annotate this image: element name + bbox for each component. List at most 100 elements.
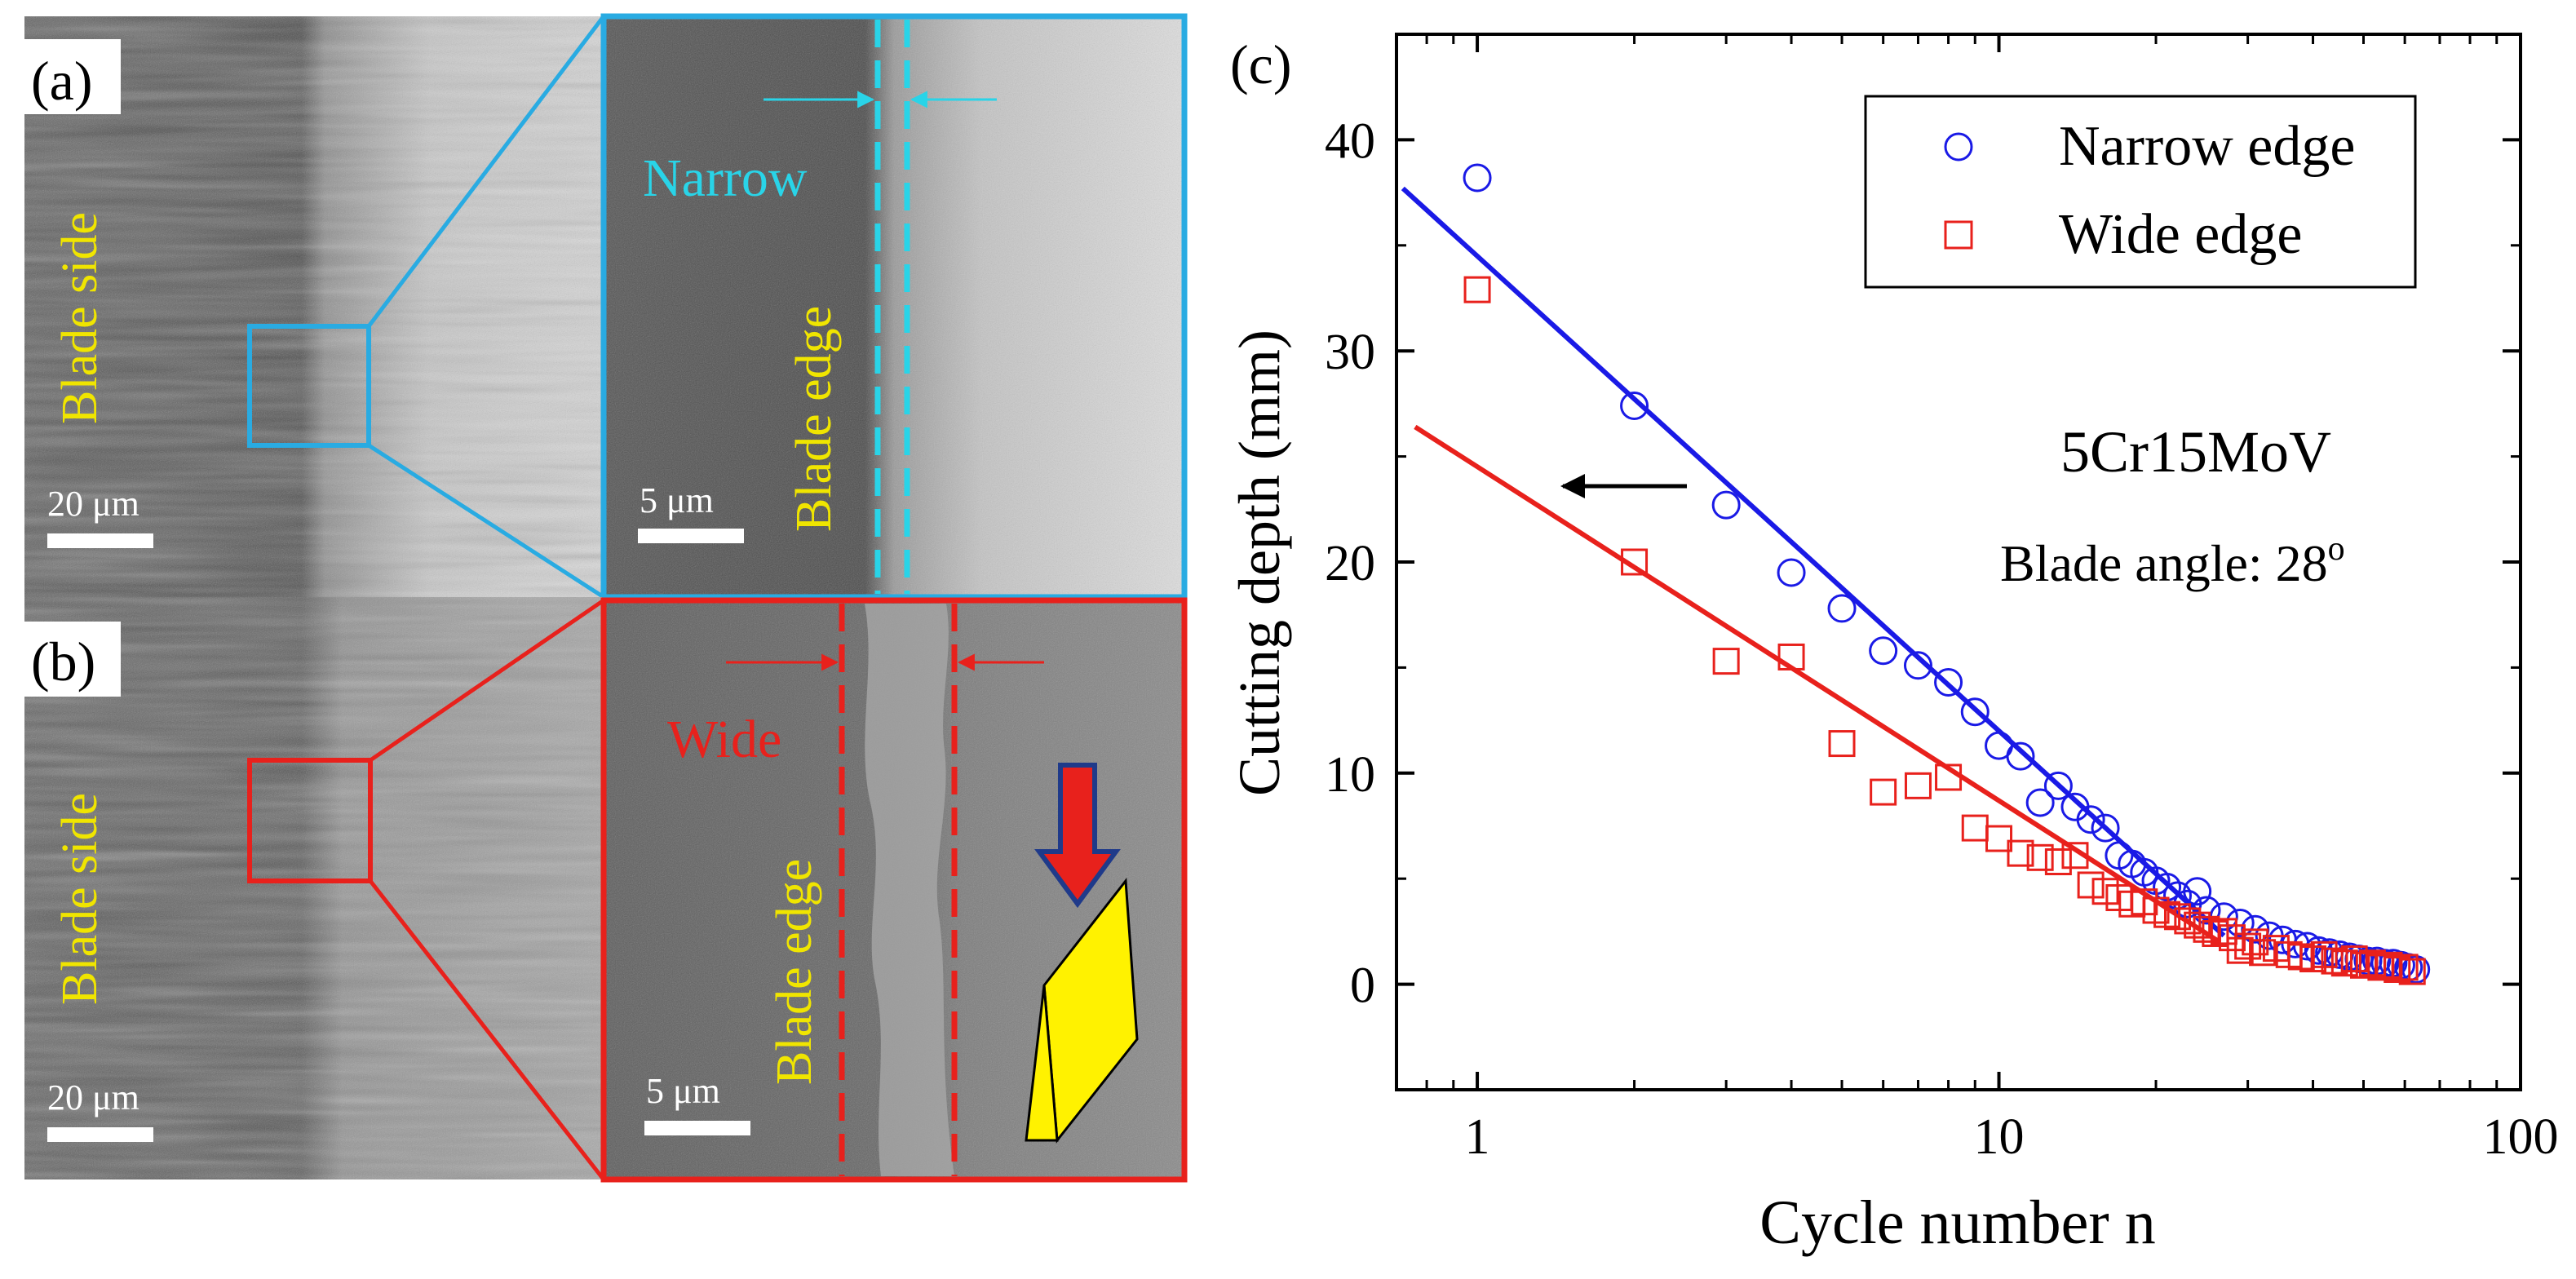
plot-frame [1395,33,2522,1091]
scale-label-b: 20 μm [47,1078,139,1117]
zoom-frame-b [600,597,1188,1183]
y-tick-label: 20 [1325,536,1375,591]
y-tick-label: 0 [1350,958,1375,1014]
wide-edge-point [2153,901,2181,928]
legend-box [1864,95,2417,289]
zoom-connector-a-top [367,15,605,328]
wide-edge-point [2044,848,2072,875]
zoom-box-b [247,758,373,883]
cutting-direction-arrow-icon [1034,763,1121,909]
wide-edge-point [2375,951,2403,979]
narrow-edge-point [1711,490,1741,520]
wide-edge-point [2234,932,2262,960]
wide-edge-point [2202,919,2229,947]
wide-edge-point [1828,730,1856,758]
wide-edge-point [2077,871,2105,899]
wide-edge-point [2061,842,2089,870]
zoom-connector-b-bottom [369,879,605,1181]
wide-edge-point [2091,878,2119,905]
wide-edge-band [865,604,954,1176]
blade-angle-degree: o [2328,530,2345,568]
zoom-frame-a [600,13,1188,600]
narrow-label: Narrow [643,148,808,208]
scale-label-a-zoom: 5 μm [640,480,714,520]
panel-b-label: (b) [31,631,95,693]
narrow-edge-point [2043,771,2073,800]
blade-side-label-b: Blade side [52,793,108,1005]
scale-label-a: 20 μm [47,484,139,524]
narrow-edge-point [2192,896,2221,925]
y-axis-label: Cutting depth (mm) [1227,330,1292,796]
wide-edge-point [1904,772,1932,799]
legend-label-wide: Wide edge [2059,203,2302,266]
wide-edge-point [2226,936,2254,964]
y-tick-label: 30 [1325,325,1375,380]
wide-edge-point [2310,940,2338,968]
chart-panel: (c) 0 10 20 30 40 1 10 100 Cutting depth (mm) C… [1227,33,2559,1257]
wide-edge-point [2007,839,2034,867]
narrow-edge-point [2091,813,2120,843]
wide-edge-point [2391,954,2419,981]
scale-bar-b [47,1127,153,1142]
blade-side-label-a: Blade side [52,212,108,424]
x-axis-label: Cycle number n [1759,1188,2155,1257]
narrow-edge-point [2006,741,2035,771]
wide-edge-point [2321,947,2348,975]
narrow-edge-point [1934,668,1963,697]
blade-angle-text: Blade angle: 28 [2000,534,2328,592]
narrow-edge-point [2025,788,2055,817]
wide-edge-point [2026,843,2054,871]
scale-bar-a [47,533,153,548]
wide-edge-point [2163,903,2191,931]
wide-edge-point [1621,548,1649,576]
fit-line [1414,424,2221,945]
zoom-box-a [247,324,371,448]
scale-bar-b-zoom [644,1121,750,1135]
wide-edge-point [2210,918,2237,945]
scale-bar-a-zoom [638,529,744,543]
narrow-edge-point [1869,636,1898,666]
zoom-connector-b-top [369,598,605,763]
panel-b: (b) Blade side 20 μm Wide Blade edge 5 μ… [24,597,1188,1183]
x-tick-label: 1 [1465,1109,1490,1165]
wide-label: Wide [667,710,781,769]
blade-wedge-side-icon [1025,985,1059,1142]
material-annotation: 5Cr15MoV [2060,419,2331,485]
wide-edge-point [2184,911,2211,939]
panel-a: (a) Blade side 20 μm Narrow Blade edge 5… [24,13,1188,600]
chart-points [1463,163,2431,985]
narrow-edge-point [1777,558,1806,587]
wide-edge-point [2330,949,2358,977]
zoom-connector-a-bottom [367,443,605,600]
narrow-edge-point [1960,697,1990,727]
wide-edge-point [1935,763,1963,791]
blade-edge-label-a: Blade edge [786,306,842,532]
x-tick-label: 10 [1974,1109,2025,1165]
narrow-edge-point [1463,163,1492,193]
x-tick-label: 100 [2483,1109,2559,1165]
narrow-edge-point [2225,909,2255,938]
wide-edge-point [1463,276,1491,303]
wide-edge-point [1961,814,1989,842]
narrow-edge-point [2076,805,2105,834]
panel-a-label-bg [24,39,121,114]
legend-marker-wide [1944,220,1973,250]
narrow-edge-point [2183,877,2212,906]
narrow-edge-point [1903,651,1932,680]
narrow-edge-point [2325,940,2354,969]
scale-label-b-zoom: 5 μm [646,1071,720,1111]
blade-edge-label-b: Blade edge [767,859,822,1085]
wide-edge-point [2398,958,2426,985]
narrow-edge-point [1620,391,1649,420]
wide-edge-point [1777,643,1805,670]
wide-edge-point [2242,928,2269,956]
panel-a-label: (a) [31,50,92,112]
y-tick-label: 40 [1325,113,1375,169]
wide-edge-point [1985,825,2013,852]
wide-edge-point [2174,907,2202,935]
panel-c-label: (c) [1230,33,1291,95]
wide-edge-point [1870,778,1897,806]
zoom-grain-a [604,16,1184,597]
legend-label-narrow: Narrow edge [2059,115,2355,178]
wide-edge-point [2249,939,2277,967]
